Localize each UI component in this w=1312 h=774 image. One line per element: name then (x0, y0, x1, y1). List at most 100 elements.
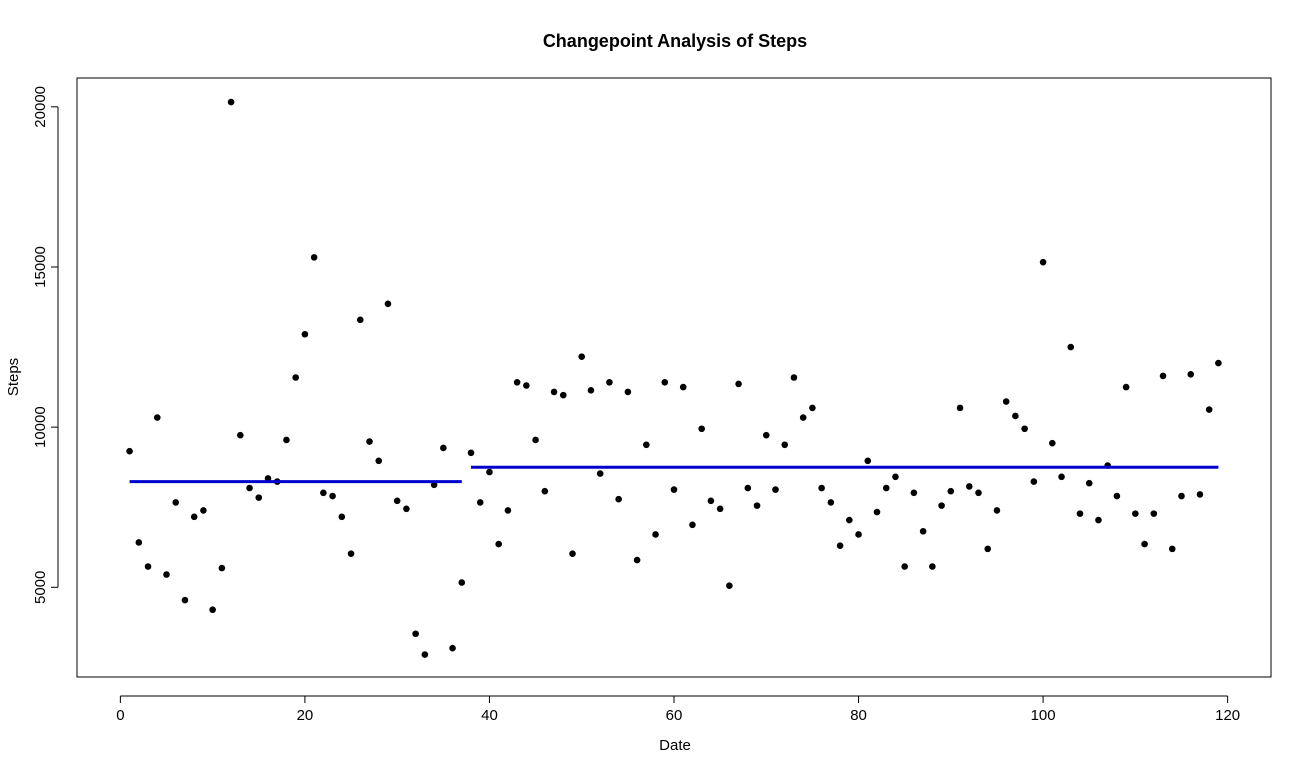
data-point (698, 425, 705, 433)
data-point (283, 436, 290, 444)
data-point (984, 545, 992, 553)
data-point (264, 475, 272, 482)
data-point (956, 404, 964, 412)
data-point (329, 492, 336, 500)
data-point (938, 502, 945, 509)
data-point (882, 484, 890, 492)
data-point (1178, 492, 1185, 500)
data-point (412, 630, 419, 638)
data-point (181, 596, 189, 604)
data-point (633, 556, 641, 564)
data-point (827, 499, 835, 506)
y-axis: 5000 10000 15000 20000 (32, 86, 59, 604)
chart-title: Changepoint Analysis of Steps (543, 31, 807, 51)
data-point (550, 388, 558, 396)
data-point (873, 508, 881, 516)
data-point (559, 391, 567, 399)
data-point (218, 564, 226, 572)
data-point (707, 497, 715, 505)
data-point (1002, 398, 1010, 405)
data-point (237, 431, 244, 439)
data-point (569, 550, 576, 557)
data-point (836, 542, 844, 549)
data-point (818, 484, 825, 492)
data-point (1067, 343, 1075, 351)
data-point (1049, 439, 1056, 447)
data-point (624, 388, 632, 396)
data-point (163, 571, 170, 578)
data-point (1168, 545, 1176, 553)
data-point (587, 387, 595, 394)
data-point (200, 507, 207, 514)
data-point (292, 374, 299, 381)
data-point (375, 457, 383, 465)
data-point (255, 494, 263, 501)
data-point (1058, 473, 1065, 481)
data-point (606, 379, 613, 386)
data-point (578, 353, 586, 360)
data-point (403, 505, 410, 513)
data-point (356, 316, 364, 324)
data-point (716, 505, 724, 513)
data-point (726, 582, 733, 590)
data-point (190, 513, 198, 521)
x-tick-label: 20 (297, 707, 314, 724)
data-point (947, 487, 955, 495)
data-point (1076, 510, 1084, 517)
data-point (670, 486, 678, 493)
x-tick-label: 80 (850, 707, 867, 724)
data-point (172, 499, 180, 506)
data-point (126, 447, 133, 455)
x-tick-label: 40 (481, 707, 498, 724)
data-point (440, 444, 447, 452)
data-point (541, 487, 549, 495)
data-point (1122, 383, 1130, 391)
data-point (486, 468, 493, 476)
data-point (1150, 510, 1158, 517)
data-point (799, 414, 807, 421)
data-point (679, 383, 687, 391)
y-tick-label: 20000 (32, 86, 49, 128)
data-point (809, 404, 816, 412)
data-point (855, 531, 862, 538)
data-point (781, 441, 789, 449)
data-point (1012, 412, 1019, 420)
x-axis: 0 20 40 60 80 100 120 (116, 695, 1240, 724)
data-point (209, 606, 216, 614)
data-point (310, 254, 318, 261)
data-point (910, 489, 918, 497)
data-point (495, 540, 502, 548)
data-point (301, 330, 309, 338)
data-point (1159, 372, 1167, 380)
data-point (892, 473, 899, 481)
data-point (975, 489, 982, 497)
data-point (144, 563, 152, 570)
y-tick-label: 15000 (32, 246, 49, 288)
data-point (965, 483, 973, 490)
data-point (652, 531, 659, 538)
x-axis-label: Date (659, 737, 691, 754)
data-point (338, 513, 346, 521)
data-point (153, 414, 161, 421)
data-point (476, 499, 484, 506)
data-point (993, 507, 1001, 514)
data-point (384, 300, 392, 308)
data-point (790, 374, 798, 381)
data-point (901, 563, 908, 570)
data-point (1215, 359, 1222, 367)
data-point (1085, 479, 1093, 487)
data-point (366, 438, 373, 445)
data-point (1187, 370, 1195, 378)
data-point (1196, 491, 1204, 498)
data-point (596, 470, 604, 477)
plot-frame (76, 77, 1272, 678)
data-point (661, 379, 669, 386)
data-point (504, 507, 512, 514)
data-point (1132, 510, 1139, 517)
data-point (347, 550, 355, 557)
data-point (643, 441, 650, 449)
data-point (1030, 478, 1038, 485)
data-point (135, 539, 143, 546)
y-tick-label: 5000 (32, 571, 49, 604)
